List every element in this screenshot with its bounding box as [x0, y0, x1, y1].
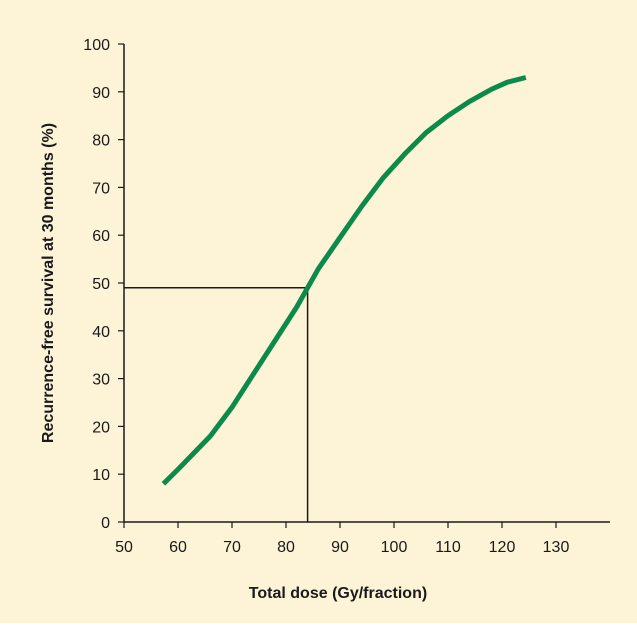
- x-tick-label: 90: [331, 539, 349, 556]
- y-tick-label: 10: [92, 467, 110, 484]
- y-axis-title: Recurrence-free survival at 30 months (%…: [40, 123, 57, 443]
- y-tick-label: 0: [101, 515, 110, 532]
- x-tick-label: 100: [381, 539, 408, 556]
- y-tick-label: 20: [92, 419, 110, 436]
- series-layer: [161, 75, 527, 486]
- series-line: [161, 75, 527, 486]
- y-tick-label: 90: [92, 85, 110, 102]
- y-tick-label: 80: [92, 133, 110, 150]
- x-tick-label: 120: [489, 539, 516, 556]
- x-tick-label: 60: [169, 539, 187, 556]
- x-tick-label: 50: [115, 539, 133, 556]
- x-tick-label: 70: [223, 539, 241, 556]
- reference-lines: [124, 287, 309, 522]
- y-tick-label: 40: [92, 324, 110, 341]
- y-tick-label: 50: [92, 276, 110, 293]
- x-axis-title: Total dose (Gy/fraction): [249, 585, 427, 602]
- ticks: 50 60 70 80 90 100 110 120 130 0 10 20 30 40 50 60 70 80 9…: [83, 37, 569, 556]
- y-tick-label: 100: [83, 37, 110, 54]
- x-tick-label: 80: [277, 539, 295, 556]
- y-tick-label: 30: [92, 372, 110, 389]
- y-tick-label: 70: [92, 180, 110, 197]
- y-tick-label: 60: [92, 228, 110, 245]
- x-tick-label: 130: [543, 539, 570, 556]
- x-tick-label: 110: [435, 539, 461, 556]
